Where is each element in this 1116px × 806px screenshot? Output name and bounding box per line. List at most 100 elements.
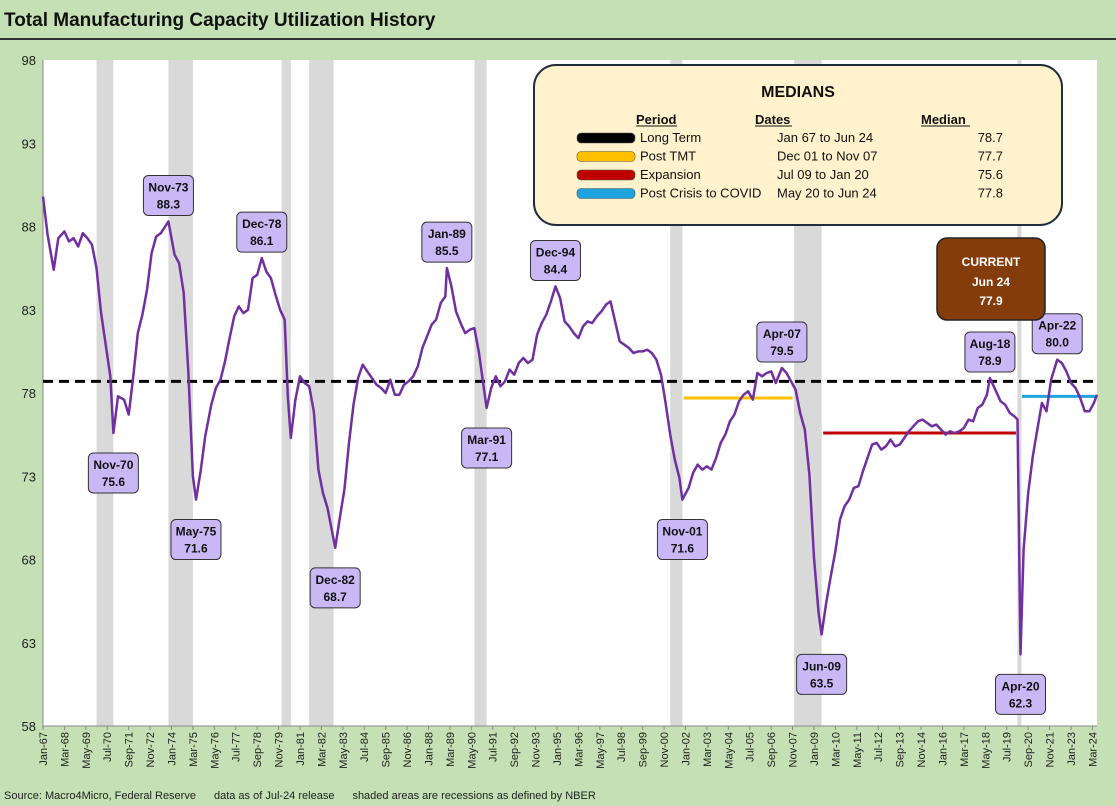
x-tick-label: Nov-79: [274, 732, 286, 767]
recession-band: [1017, 60, 1022, 726]
callout-value: 80.0: [1046, 336, 1070, 350]
callout-date: Jan-89: [428, 227, 466, 241]
callout-box: [87, 452, 139, 494]
callout-date: Nov-70: [93, 458, 133, 472]
medians-col-dates: Dates: [755, 112, 790, 127]
x-tick-label: Jan-74: [166, 732, 178, 766]
x-tick-label: Jul-70: [102, 732, 114, 762]
x-tick-label: May-97: [595, 732, 607, 769]
callout-value: 63.5: [810, 676, 834, 690]
callout-value: 86.1: [250, 234, 274, 248]
legend-median: 77.7: [978, 149, 1003, 164]
recession-band: [281, 60, 291, 726]
x-tick-label: Jul-91: [488, 732, 500, 762]
callout-value: 71.6: [184, 542, 208, 556]
x-tick-label: Jan-67: [38, 732, 50, 766]
legend-period: Long Term: [640, 130, 701, 145]
legend-period: Expansion: [640, 167, 701, 182]
legend-median: 77.8: [978, 186, 1003, 201]
callout-box: [1031, 313, 1083, 355]
data-callout: Jan-89 85.5: [421, 221, 473, 263]
callout-date: May-75: [176, 525, 217, 539]
x-tick-label: Mar-24: [1087, 732, 1099, 767]
medians-heading: MEDIANS: [761, 84, 835, 101]
y-tick-label: 98: [22, 53, 36, 68]
x-tick-label: Sep-99: [638, 732, 650, 767]
current-label: CURRENT: [962, 255, 1021, 269]
medians-box: [533, 64, 1063, 226]
callout-date: Apr-07: [763, 327, 801, 341]
x-tick-label: Jul-98: [616, 732, 628, 762]
current-value: 77.9: [979, 294, 1003, 308]
series-line: [41, 196, 1099, 656]
x-tick-label: Nov-07: [788, 732, 800, 767]
x-tick-label: Sep-20: [1023, 732, 1035, 767]
legend-median: 75.6: [978, 167, 1003, 182]
legend-swatch: [576, 132, 636, 144]
callout-value: 84.4: [544, 262, 568, 276]
x-tick-label: Mar-68: [59, 732, 71, 767]
x-tick-label: Mar-75: [188, 732, 200, 767]
x-tick-label: Jul-19: [1002, 732, 1014, 762]
callout-date: Dec-94: [536, 245, 576, 259]
legend-median: 78.7: [978, 130, 1003, 145]
data-callout: Nov-01 71.6: [656, 519, 708, 561]
x-tick-label: Sep-06: [766, 732, 778, 767]
callout-date: Apr-22: [1038, 319, 1076, 333]
callout-box: [964, 331, 1016, 373]
x-tick-label: Mar-17: [959, 732, 971, 767]
callout-date: Dec-78: [242, 217, 282, 231]
callout-value: 75.6: [102, 475, 126, 489]
callout-value: 68.7: [324, 590, 348, 604]
legend-swatch: [576, 188, 636, 199]
callout-date: Nov-01: [662, 525, 702, 539]
callout-value: 71.6: [671, 542, 695, 556]
y-tick-label: 68: [22, 553, 36, 568]
x-tick-label: Jan-02: [680, 732, 692, 766]
callout-value: 62.3: [1009, 696, 1033, 710]
x-tick-label: Sep-92: [509, 732, 521, 767]
x-tick-label: Nov-14: [916, 732, 928, 767]
y-tick-label: 63: [22, 636, 36, 651]
y-tick-label: 88: [22, 220, 36, 235]
y-tick-label: 73: [22, 469, 36, 484]
y-tick-label: 83: [22, 303, 36, 318]
x-tick-label: Nov-00: [659, 732, 671, 767]
x-tick-label: Jul-84: [359, 732, 371, 762]
x-tick-label: Mar-03: [702, 732, 714, 767]
callout-box: [656, 519, 708, 561]
footer-note: shaded areas are recessions as defined b…: [352, 790, 596, 802]
data-callout: Dec-94 84.4: [529, 239, 581, 281]
recession-band: [309, 60, 334, 726]
data-callout: Nov-70 75.6: [87, 452, 139, 494]
footer-source: Source: Macro4Micro, Federal Reserve: [4, 790, 196, 802]
x-tick-label: May-18: [980, 732, 992, 769]
current-panel: [936, 237, 1046, 321]
y-tick-label: 93: [22, 136, 36, 151]
y-tick-label: 58: [22, 719, 36, 734]
callout-value: 79.5: [770, 344, 794, 358]
x-tick-label: Jan-23: [1066, 732, 1078, 766]
x-tick-label: Nov-72: [145, 732, 157, 767]
callout-date: Nov-73: [148, 181, 188, 195]
medians-col-median: Median: [921, 112, 966, 127]
callout-box: [756, 321, 808, 363]
legend-swatch: [576, 169, 636, 181]
x-tick-label: Jul-77: [231, 732, 243, 762]
data-callout: Dec-82 68.7: [309, 567, 361, 609]
x-tick-label: Nov-21: [1045, 732, 1057, 767]
callout-box: [142, 175, 194, 217]
callout-date: Apr-20: [1002, 679, 1040, 693]
y-tick-label: 78: [22, 386, 36, 401]
recession-band: [96, 60, 114, 726]
data-callout: Nov-73 88.3: [142, 175, 194, 217]
callout-box: [529, 239, 581, 281]
callout-box: [796, 653, 848, 695]
callout-box: [170, 519, 222, 561]
legend-dates: Jan 67 to Jun 24: [777, 130, 873, 145]
legend-period: Post Crisis to COVID: [640, 186, 761, 201]
data-callout: Aug-18 78.9: [964, 331, 1016, 373]
recession-band: [474, 60, 487, 726]
data-callout: Mar-91 77.1: [461, 427, 513, 469]
